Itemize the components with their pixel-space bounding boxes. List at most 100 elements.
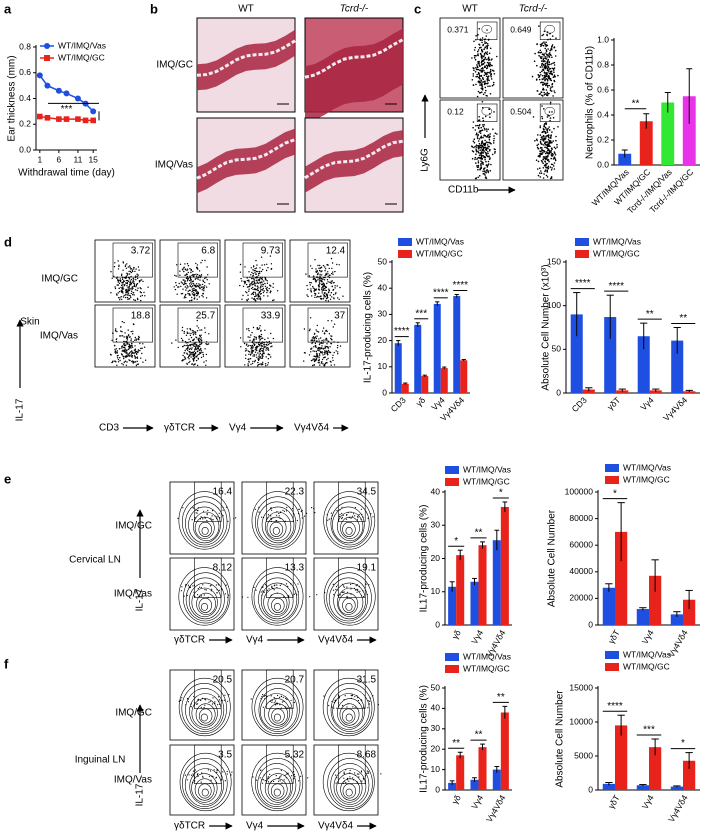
event-dot (546, 53, 548, 56)
event-dot (179, 274, 181, 276)
event-dot (321, 345, 323, 347)
event-dot (319, 275, 321, 277)
event-dot (550, 72, 552, 75)
event-dot (126, 274, 128, 276)
event-dot (197, 594, 199, 596)
event-dot (548, 71, 550, 73)
y-tick-label: 100000 (565, 486, 594, 496)
event-dot (261, 516, 263, 518)
event-dot (301, 509, 303, 512)
plot-frame (159, 304, 221, 368)
event-dot (259, 267, 261, 269)
event-dot (135, 364, 138, 367)
event-dot (546, 67, 549, 69)
event-dot (251, 362, 254, 365)
event-dot (538, 93, 541, 95)
tissue-layer (196, 39, 296, 77)
event-dot (257, 365, 259, 367)
event-dot (482, 44, 484, 47)
event-dot (138, 280, 141, 282)
event-dot (474, 158, 476, 161)
event-dot (259, 348, 262, 351)
gate (539, 103, 561, 122)
contour (178, 491, 231, 550)
error-bar (685, 752, 693, 769)
event-dot (130, 340, 132, 342)
event-dot (259, 293, 262, 295)
error-bar (502, 705, 508, 719)
event-dot (196, 354, 199, 356)
event-dot (555, 37, 557, 39)
event-dot (544, 79, 546, 82)
y-tick-label: 10 (431, 764, 441, 774)
event-dot (181, 697, 183, 699)
event-dot (296, 519, 298, 522)
event-dot (175, 282, 177, 284)
event-dot (547, 63, 549, 66)
event-dot (261, 281, 263, 283)
event-dot (542, 44, 545, 47)
event-dot (316, 594, 318, 596)
contour (195, 703, 216, 726)
event-dot (254, 268, 256, 270)
y-tick-label: 20000 (569, 593, 593, 603)
bar (670, 614, 683, 625)
event-dot (362, 590, 364, 592)
event-dot (486, 73, 488, 75)
event-dot (262, 516, 265, 518)
event-dot (540, 74, 542, 76)
event-dot (337, 594, 339, 596)
event-dot (222, 515, 224, 517)
event-dot (331, 700, 333, 703)
event-dot (184, 294, 186, 296)
legend-label: WT/IMQ/GC (58, 52, 105, 62)
y-tick-label: 10 (431, 586, 441, 596)
event-dot (315, 356, 318, 358)
x-axis-label: Withdrawal time (day) (18, 168, 115, 179)
event-dot (200, 351, 202, 353)
event-dot (282, 509, 284, 511)
error-bar (617, 714, 625, 736)
event-dot (544, 78, 546, 80)
x-axis-label: CD3 (99, 423, 119, 434)
event-dot (310, 340, 312, 342)
event-dot (249, 358, 252, 360)
event-dot (486, 130, 488, 132)
event-dot (549, 101, 552, 104)
gate-value: 31.5 (357, 675, 377, 686)
event-dot (253, 338, 255, 340)
event-dot (193, 332, 195, 334)
event-dot (544, 76, 546, 78)
event-dot (318, 358, 320, 360)
legend-label: WT/IMQ/GC (416, 248, 463, 258)
event-dot (317, 356, 319, 358)
bar (456, 555, 465, 625)
flow-plot: 0.371 (439, 17, 501, 99)
event-dot (287, 596, 289, 599)
event-dot (490, 73, 493, 76)
event-dot (553, 71, 555, 73)
event-dot (196, 264, 199, 266)
event-dot (248, 353, 250, 355)
event-dot (543, 150, 546, 153)
error-bar (422, 374, 427, 377)
event-dot (186, 268, 189, 270)
event-dot (141, 347, 143, 349)
y-axis-label: IL-17 (135, 588, 146, 611)
event-dot (343, 782, 345, 785)
event-dot (251, 340, 254, 342)
event-dot (332, 289, 334, 291)
event-dot (203, 706, 205, 709)
event-dot (123, 361, 125, 364)
event-dot (313, 340, 316, 342)
event-dot (322, 286, 324, 288)
event-dot (136, 357, 139, 359)
event-dot (493, 139, 495, 142)
event-dot (361, 700, 363, 702)
event-dot (203, 286, 205, 289)
event-dot (276, 511, 278, 513)
contour (341, 708, 356, 724)
event-dot (197, 346, 199, 348)
event-dot (249, 339, 251, 342)
event-dot (331, 285, 333, 287)
